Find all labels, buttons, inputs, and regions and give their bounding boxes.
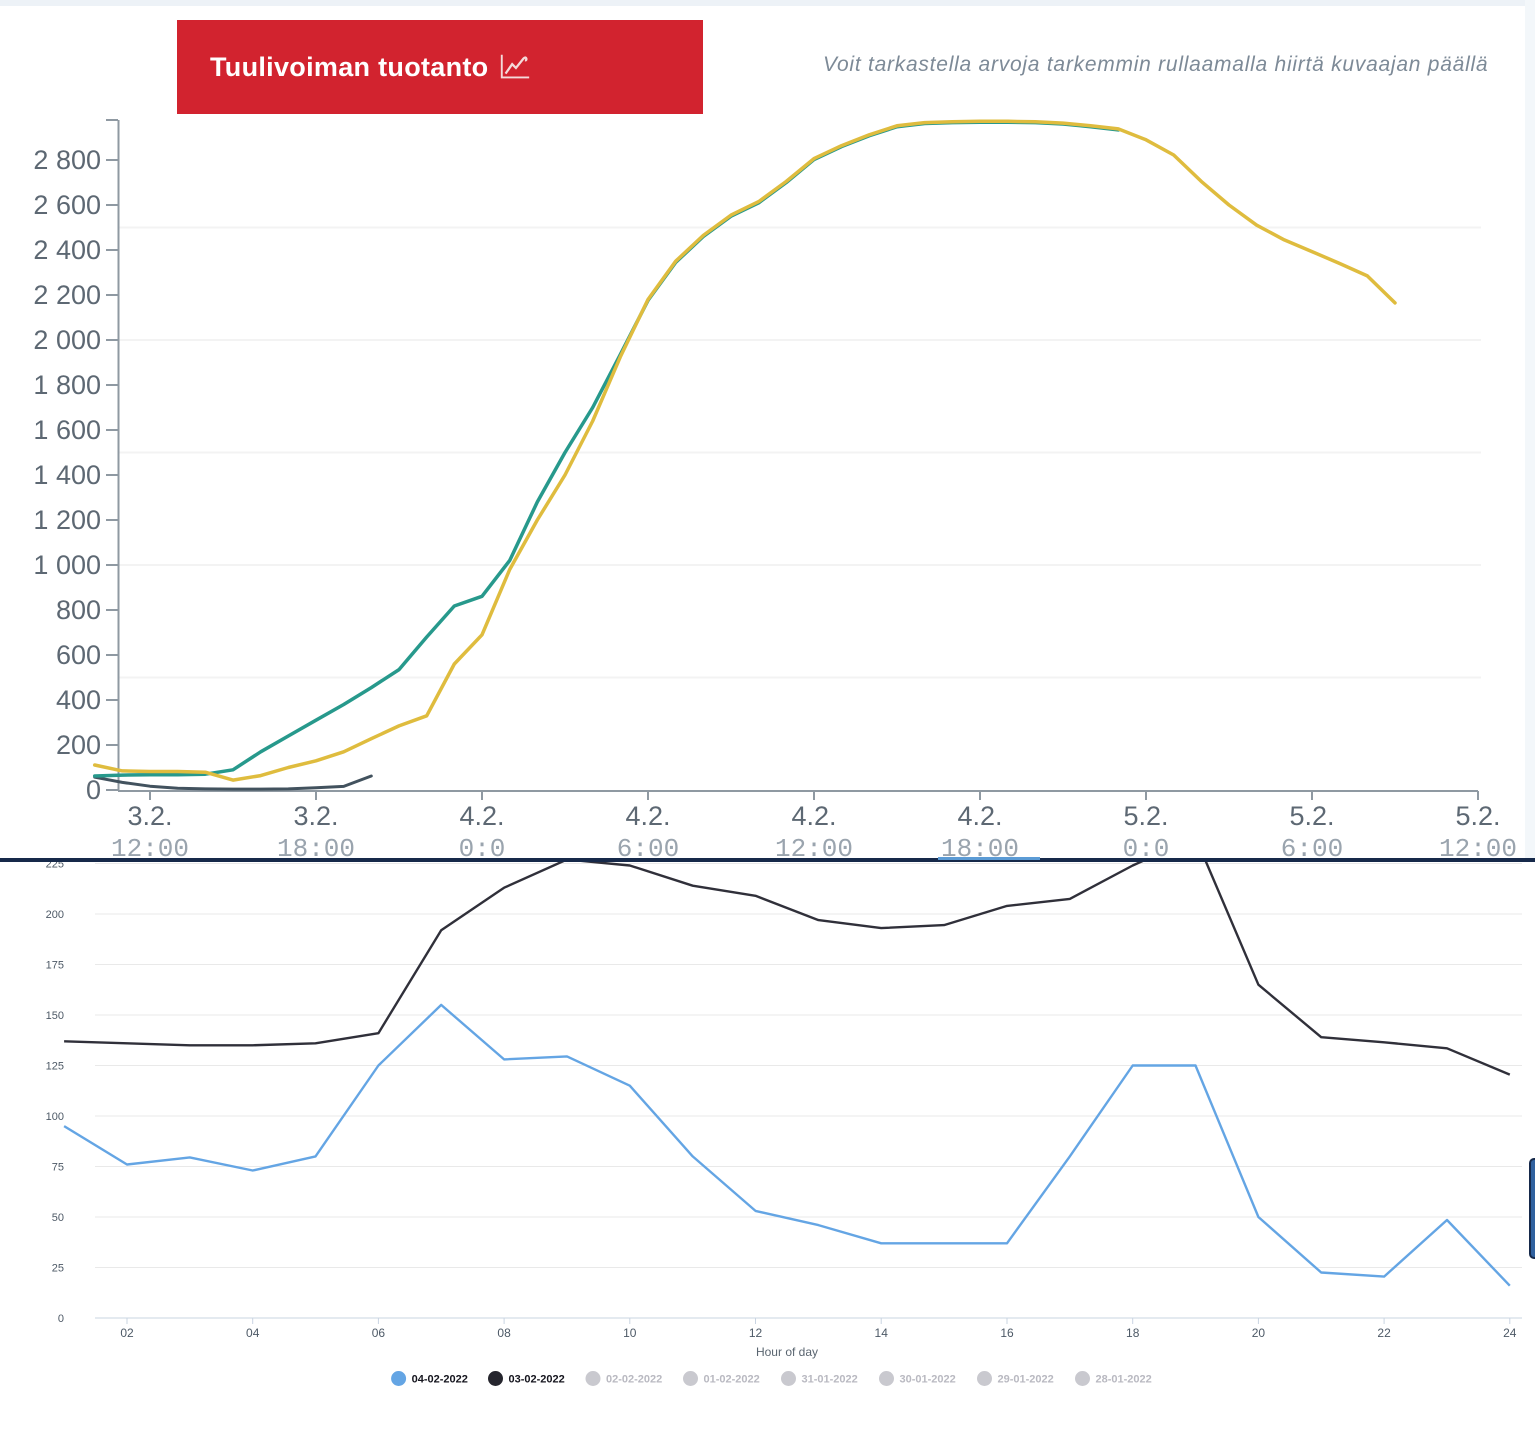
svg-text:600: 600 bbox=[56, 640, 101, 670]
svg-text:2 800: 2 800 bbox=[33, 145, 101, 175]
svg-text:4.2.: 4.2. bbox=[957, 801, 1002, 831]
svg-text:12:00: 12:00 bbox=[1439, 834, 1517, 858]
svg-text:2 600: 2 600 bbox=[33, 190, 101, 220]
svg-text:200: 200 bbox=[46, 909, 64, 921]
svg-text:29-01-2022: 29-01-2022 bbox=[998, 1374, 1054, 1386]
svg-text:30-01-2022: 30-01-2022 bbox=[900, 1374, 956, 1386]
svg-text:12:00: 12:00 bbox=[775, 834, 853, 858]
svg-text:0:0: 0:0 bbox=[459, 834, 506, 858]
svg-text:25: 25 bbox=[52, 1263, 64, 1275]
svg-text:2 000: 2 000 bbox=[33, 325, 101, 355]
svg-text:08: 08 bbox=[497, 1326, 511, 1340]
svg-text:Hour of day: Hour of day bbox=[756, 1345, 818, 1359]
svg-text:14: 14 bbox=[875, 1326, 889, 1340]
svg-text:150: 150 bbox=[46, 1010, 64, 1022]
svg-text:5.2.: 5.2. bbox=[1455, 801, 1500, 831]
svg-text:18:00: 18:00 bbox=[941, 834, 1019, 858]
svg-text:1 200: 1 200 bbox=[33, 505, 101, 535]
svg-text:125: 125 bbox=[46, 1061, 64, 1073]
svg-text:75: 75 bbox=[52, 1162, 64, 1174]
svg-text:100: 100 bbox=[46, 1111, 64, 1123]
svg-text:175: 175 bbox=[46, 960, 64, 972]
svg-text:0: 0 bbox=[58, 1313, 64, 1325]
svg-text:24: 24 bbox=[1503, 1326, 1517, 1340]
svg-text:3.2.: 3.2. bbox=[293, 801, 338, 831]
svg-text:22: 22 bbox=[1377, 1326, 1391, 1340]
svg-text:12: 12 bbox=[749, 1326, 763, 1340]
svg-text:04-02-2022: 04-02-2022 bbox=[412, 1374, 468, 1386]
svg-text:4.2.: 4.2. bbox=[459, 801, 504, 831]
svg-text:4.2.: 4.2. bbox=[625, 801, 670, 831]
svg-text:18: 18 bbox=[1126, 1326, 1140, 1340]
svg-text:0:0: 0:0 bbox=[1123, 834, 1170, 858]
svg-text:5.2.: 5.2. bbox=[1123, 801, 1168, 831]
svg-text:28-01-2022: 28-01-2022 bbox=[1096, 1374, 1152, 1386]
svg-text:2 400: 2 400 bbox=[33, 235, 101, 265]
svg-text:04: 04 bbox=[246, 1326, 260, 1340]
svg-text:18:00: 18:00 bbox=[277, 834, 355, 858]
svg-text:16: 16 bbox=[1000, 1326, 1014, 1340]
svg-text:5.2.: 5.2. bbox=[1289, 801, 1334, 831]
svg-text:01-02-2022: 01-02-2022 bbox=[704, 1374, 760, 1386]
svg-text:12:00: 12:00 bbox=[111, 834, 189, 858]
svg-text:1 800: 1 800 bbox=[33, 370, 101, 400]
svg-text:20: 20 bbox=[1252, 1326, 1266, 1340]
svg-text:200: 200 bbox=[56, 730, 101, 760]
svg-text:03-02-2022: 03-02-2022 bbox=[509, 1374, 565, 1386]
svg-text:1 000: 1 000 bbox=[33, 550, 101, 580]
svg-text:31-01-2022: 31-01-2022 bbox=[802, 1374, 858, 1386]
svg-text:4.2.: 4.2. bbox=[791, 801, 836, 831]
svg-text:3.2.: 3.2. bbox=[127, 801, 172, 831]
svg-text:6:00: 6:00 bbox=[1281, 834, 1343, 858]
svg-text:800: 800 bbox=[56, 595, 101, 625]
svg-text:50: 50 bbox=[52, 1212, 64, 1224]
svg-text:400: 400 bbox=[56, 685, 101, 715]
svg-text:225: 225 bbox=[46, 862, 64, 871]
svg-text:1 600: 1 600 bbox=[33, 415, 101, 445]
svg-text:10: 10 bbox=[623, 1326, 637, 1340]
svg-text:6:00: 6:00 bbox=[617, 834, 679, 858]
svg-text:02-02-2022: 02-02-2022 bbox=[606, 1374, 662, 1386]
svg-text:02: 02 bbox=[120, 1326, 134, 1340]
svg-text:06: 06 bbox=[372, 1326, 386, 1340]
svg-text:2 200: 2 200 bbox=[33, 280, 101, 310]
svg-text:1 400: 1 400 bbox=[33, 460, 101, 490]
svg-text:0: 0 bbox=[86, 775, 101, 805]
